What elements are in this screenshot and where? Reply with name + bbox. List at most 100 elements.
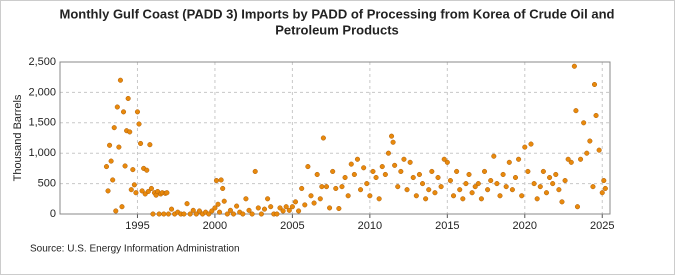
point bbox=[602, 185, 608, 192]
point bbox=[227, 207, 233, 213]
point bbox=[494, 181, 500, 187]
point bbox=[108, 158, 114, 164]
point bbox=[246, 207, 252, 213]
point bbox=[302, 202, 308, 208]
point bbox=[454, 168, 460, 174]
point bbox=[450, 193, 457, 199]
point bbox=[488, 178, 494, 184]
point bbox=[463, 181, 469, 187]
point bbox=[215, 201, 221, 207]
point bbox=[286, 207, 292, 213]
point bbox=[138, 140, 144, 147]
point bbox=[478, 196, 484, 202]
point bbox=[209, 208, 215, 214]
point bbox=[543, 190, 550, 196]
source-note: Source: U.S. Energy Information Administ… bbox=[30, 244, 240, 255]
point bbox=[481, 168, 488, 174]
point bbox=[358, 187, 364, 193]
point bbox=[131, 182, 137, 188]
point bbox=[472, 184, 478, 190]
point bbox=[280, 208, 286, 214]
point bbox=[587, 138, 593, 144]
point bbox=[395, 184, 401, 190]
point bbox=[230, 211, 237, 217]
point bbox=[385, 150, 392, 156]
point bbox=[348, 161, 354, 167]
point bbox=[534, 196, 540, 202]
point bbox=[565, 156, 571, 162]
point bbox=[379, 164, 385, 170]
point bbox=[116, 144, 122, 150]
point bbox=[265, 196, 271, 202]
y-tick-label: 1,500 bbox=[28, 117, 56, 129]
point bbox=[283, 204, 289, 210]
point bbox=[500, 171, 506, 178]
point bbox=[426, 187, 432, 193]
point bbox=[382, 171, 388, 178]
plot-border bbox=[59, 61, 611, 215]
point bbox=[413, 193, 419, 199]
point bbox=[364, 181, 370, 187]
y-tick-label: 0 bbox=[50, 208, 56, 220]
point bbox=[553, 171, 559, 178]
point bbox=[373, 174, 379, 181]
point bbox=[528, 141, 534, 147]
point bbox=[401, 156, 407, 162]
point bbox=[407, 159, 413, 165]
point bbox=[114, 104, 120, 110]
point bbox=[139, 188, 145, 194]
point bbox=[165, 211, 172, 217]
y-tick-label: 500 bbox=[38, 178, 56, 190]
point bbox=[531, 181, 537, 187]
x-tick-label: 2015 bbox=[435, 220, 459, 232]
point bbox=[220, 185, 226, 192]
point bbox=[292, 199, 299, 205]
point bbox=[423, 196, 429, 202]
point bbox=[435, 174, 441, 181]
point bbox=[240, 211, 246, 217]
point bbox=[497, 193, 503, 199]
point bbox=[404, 187, 410, 193]
point bbox=[537, 184, 543, 190]
point bbox=[117, 77, 123, 83]
y-tick-label: 2,500 bbox=[28, 56, 56, 68]
point bbox=[485, 187, 491, 193]
point bbox=[212, 205, 218, 211]
point bbox=[103, 164, 110, 170]
point bbox=[519, 193, 525, 199]
point bbox=[224, 211, 230, 217]
point bbox=[130, 167, 136, 173]
y-tick-label: 2,000 bbox=[28, 86, 56, 98]
point bbox=[190, 207, 196, 213]
point bbox=[107, 142, 113, 148]
point bbox=[111, 125, 117, 131]
point bbox=[367, 193, 373, 199]
point bbox=[390, 139, 396, 145]
point bbox=[410, 174, 416, 181]
point bbox=[345, 193, 351, 199]
point bbox=[299, 185, 305, 192]
point bbox=[133, 190, 139, 196]
point bbox=[333, 185, 339, 192]
point bbox=[590, 184, 596, 190]
point bbox=[156, 211, 162, 217]
x-tick-label: 1995 bbox=[125, 220, 149, 232]
point bbox=[432, 190, 438, 196]
point bbox=[559, 199, 565, 205]
point bbox=[323, 184, 330, 190]
point bbox=[221, 198, 227, 204]
point bbox=[388, 133, 395, 139]
point bbox=[296, 208, 302, 214]
point bbox=[416, 171, 422, 178]
point bbox=[516, 156, 522, 162]
point bbox=[370, 168, 376, 174]
point bbox=[392, 162, 398, 168]
point bbox=[547, 174, 553, 181]
point bbox=[506, 159, 512, 165]
point bbox=[136, 121, 142, 127]
point bbox=[161, 211, 167, 217]
point bbox=[127, 129, 133, 135]
point bbox=[562, 178, 568, 184]
chart-title: Petroleum Products bbox=[275, 22, 399, 37]
